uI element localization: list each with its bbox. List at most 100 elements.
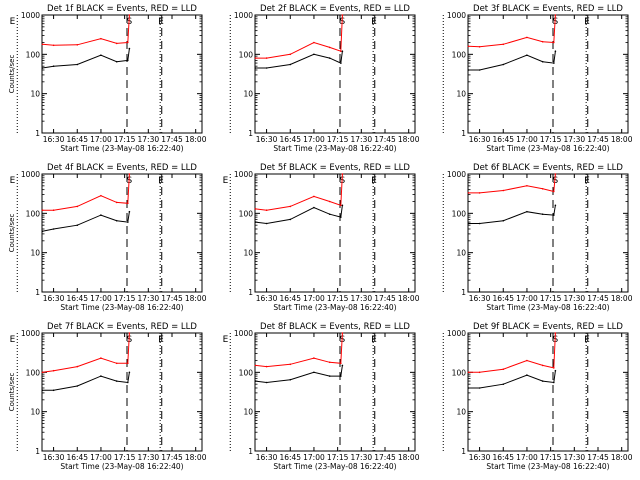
data-point <box>313 371 315 374</box>
chart-title: Det 1f BLACK = Events, RED = LLD <box>47 4 197 14</box>
data-point <box>100 357 102 359</box>
data-point <box>254 221 257 223</box>
time-marker-label: E <box>223 335 229 345</box>
data-point <box>128 173 131 175</box>
data-point <box>467 192 470 194</box>
x-tick-label: 16:30 <box>469 294 491 303</box>
data-point <box>76 385 79 387</box>
x-axis-label: Start Time (23-May-08 16:22:40) <box>60 303 183 312</box>
data-point <box>100 214 102 216</box>
data-point <box>340 216 342 218</box>
x-tick-label: 17:45 <box>587 294 609 303</box>
plot-frame <box>41 173 203 293</box>
data-point <box>265 365 268 368</box>
data-point <box>127 362 129 365</box>
x-tick-label: 18:00 <box>398 453 420 462</box>
data-point <box>526 359 528 362</box>
x-tick-label: 17:30 <box>351 135 373 144</box>
data-point <box>313 357 315 359</box>
x-tick-label: 17:45 <box>161 294 183 303</box>
x-tick-label: 16:30 <box>256 453 278 462</box>
x-tick-label: 17:30 <box>564 135 586 144</box>
chart-panel-3: Det 3f BLACK = Events, RED = LLD 1 10 100 10… <box>442 4 633 153</box>
data-point <box>328 200 331 203</box>
data-point <box>554 204 557 207</box>
data-point <box>128 332 131 334</box>
x-tick-label: 17:15 <box>540 294 562 303</box>
chart-title: Det 9f BLACK = Events, RED = LLD <box>473 322 623 332</box>
data-point <box>52 389 55 392</box>
data-point <box>100 54 102 56</box>
x-axis-label: Start Time (23-May-08 16:22:40) <box>60 144 183 153</box>
x-tick-label: 17:45 <box>374 135 396 144</box>
y-axis-label: Counts/sec <box>8 55 16 94</box>
data-point <box>265 381 268 384</box>
data-point <box>41 230 44 233</box>
plot-frame <box>41 14 203 134</box>
lld-series-line <box>468 332 556 373</box>
events-series-line <box>468 51 556 71</box>
data-point <box>100 37 102 40</box>
y-tick-label: 1000 <box>234 11 253 20</box>
data-point <box>127 41 129 44</box>
data-point <box>76 63 79 66</box>
x-tick-label: 16:45 <box>279 135 301 144</box>
x-tick-label: 16:45 <box>66 453 88 462</box>
events-series-line <box>468 370 556 389</box>
y-tick-label: 1 <box>461 447 466 456</box>
y-tick-label: 10 <box>456 90 466 99</box>
data-point <box>502 189 505 192</box>
x-tick-label: 16:45 <box>492 135 514 144</box>
data-point <box>341 14 344 16</box>
data-point <box>265 67 268 69</box>
time-marker-label: E <box>158 176 164 186</box>
data-point <box>115 362 118 365</box>
time-marker-label: E <box>584 17 590 27</box>
data-point <box>289 218 292 221</box>
y-tick-label: 10 <box>243 408 253 417</box>
x-tick-label: 16:45 <box>279 294 301 303</box>
data-point <box>328 46 331 49</box>
data-point <box>541 213 544 215</box>
data-point <box>254 57 257 59</box>
y-tick-label: 10 <box>243 90 253 99</box>
data-point <box>478 46 481 48</box>
data-point <box>502 63 505 66</box>
data-point <box>254 380 257 382</box>
data-point <box>127 381 129 384</box>
y-tick-label: 100 <box>239 368 254 377</box>
data-point <box>289 63 292 66</box>
x-tick-label: 17:30 <box>351 294 373 303</box>
data-point <box>467 371 470 374</box>
y-tick-label: 1 <box>461 129 466 138</box>
data-point <box>52 44 55 47</box>
data-point <box>328 57 331 59</box>
data-point <box>341 50 344 52</box>
x-tick-label: 17:15 <box>540 453 562 462</box>
x-tick-label: 17:15 <box>327 453 349 462</box>
data-point <box>502 43 505 46</box>
data-point <box>554 14 557 16</box>
x-tick-label: 17:00 <box>303 135 325 144</box>
data-point <box>554 50 557 52</box>
time-marker-label: E <box>10 335 16 345</box>
data-point <box>76 205 79 208</box>
y-tick-label: 1 <box>35 129 40 138</box>
data-point <box>541 364 544 367</box>
data-point <box>115 219 118 222</box>
lld-series-line <box>255 332 343 368</box>
x-tick-label: 17:45 <box>161 453 183 462</box>
x-tick-label: 18:00 <box>611 135 633 144</box>
data-point <box>541 188 544 190</box>
x-tick-label: 18:00 <box>185 453 207 462</box>
y-tick-label: 1 <box>35 288 40 297</box>
data-point <box>127 221 129 223</box>
x-tick-label: 16:45 <box>66 294 88 303</box>
chart-title: Det 3f BLACK = Events, RED = LLD <box>473 4 623 14</box>
x-tick-label: 17:15 <box>114 294 136 303</box>
x-tick-label: 17:00 <box>303 453 325 462</box>
chart-panel-5: Det 5f BLACK = Events, RED = LLD 1 10 100 10… <box>223 163 420 312</box>
x-tick-label: 16:45 <box>492 453 514 462</box>
data-point <box>52 65 55 67</box>
data-point <box>127 59 129 62</box>
